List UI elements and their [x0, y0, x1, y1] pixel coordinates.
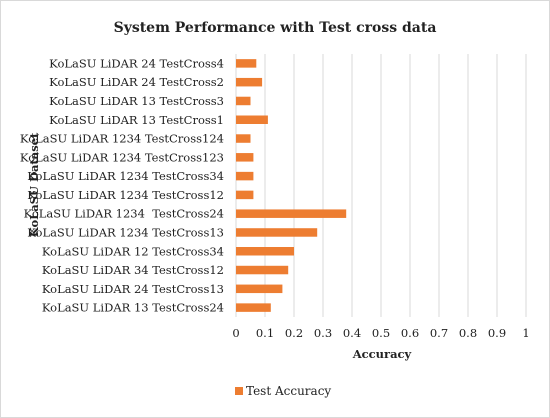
x-tick-labels: 0 0.1 0.2 0.3 0.4 0.5 0.6 0.7 0.8 0.9 1 — [232, 326, 529, 340]
category-label: KoLaSU LiDAR 1234 TestCross124 — [20, 132, 224, 146]
category-label: KoLaSU LiDAR 12 TestCross34 — [42, 244, 224, 258]
legend: Test Accuracy — [235, 384, 331, 398]
bar — [236, 115, 268, 124]
x-tick-label: 0.3 — [314, 326, 332, 340]
bar — [236, 303, 271, 312]
bar — [236, 247, 294, 256]
x-tick-label: 0.4 — [343, 326, 361, 340]
category-label: KoLaSU LiDAR 24 TestCross13 — [42, 282, 224, 296]
x-tick-label: 0.5 — [372, 326, 390, 340]
grid-lines — [235, 54, 527, 317]
x-tick-label: 0.1 — [256, 326, 274, 340]
x-tick-label: 0.6 — [401, 326, 419, 340]
x-tick-label: 0.7 — [430, 326, 448, 340]
bar — [236, 96, 251, 106]
legend-swatch — [235, 387, 243, 395]
bar — [236, 77, 263, 87]
x-tick-label: 0 — [232, 326, 239, 340]
bar — [236, 265, 289, 275]
category-label: KoLaSU LiDAR 1234 TestCross34 — [27, 169, 224, 183]
bar — [236, 134, 251, 143]
bars — [236, 59, 347, 312]
bar — [236, 153, 254, 162]
y-axis-title: KoLaSU Dataset — [27, 132, 41, 237]
x-tick-label: 0.9 — [488, 326, 506, 340]
category-label: KoLaSU LiDAR 1234 TestCross13 — [27, 225, 224, 239]
legend-label: Test Accuracy — [246, 384, 331, 398]
category-label: KoLaSU LiDAR 13 TestCross24 — [42, 301, 224, 315]
category-label: KoLaSU LiDAR 1234 TestCross12 — [27, 188, 224, 202]
category-labels: KoLaSU LiDAR 24 TestCross4 KoLaSU LiDAR 2… — [20, 56, 224, 314]
category-label: KoLaSU LiDAR 1234 TestCross24 — [24, 207, 224, 221]
category-label: KoLaSU LiDAR 24 TestCross2 — [49, 75, 224, 89]
bar — [236, 59, 257, 68]
bar — [236, 209, 347, 218]
category-label: KoLaSU LiDAR 1234 TestCross123 — [20, 150, 224, 164]
category-label: KoLaSU LiDAR 13 TestCross3 — [49, 94, 224, 108]
bar — [236, 228, 318, 237]
x-tick-label: 0.2 — [285, 326, 303, 340]
category-label: KoLaSU LiDAR 34 TestCross12 — [42, 263, 224, 277]
x-axis-title: Accuracy — [352, 347, 412, 361]
bar — [236, 190, 254, 200]
x-tick-label: 1 — [522, 326, 529, 340]
category-label: KoLaSU LiDAR 24 TestCross4 — [49, 56, 224, 70]
bar — [236, 171, 254, 181]
x-tick-label: 0.8 — [459, 326, 477, 340]
category-label: KoLaSU LiDAR 13 TestCross1 — [49, 113, 224, 127]
bar — [236, 284, 283, 294]
chart-title: System Performance with Test cross data — [114, 20, 437, 36]
